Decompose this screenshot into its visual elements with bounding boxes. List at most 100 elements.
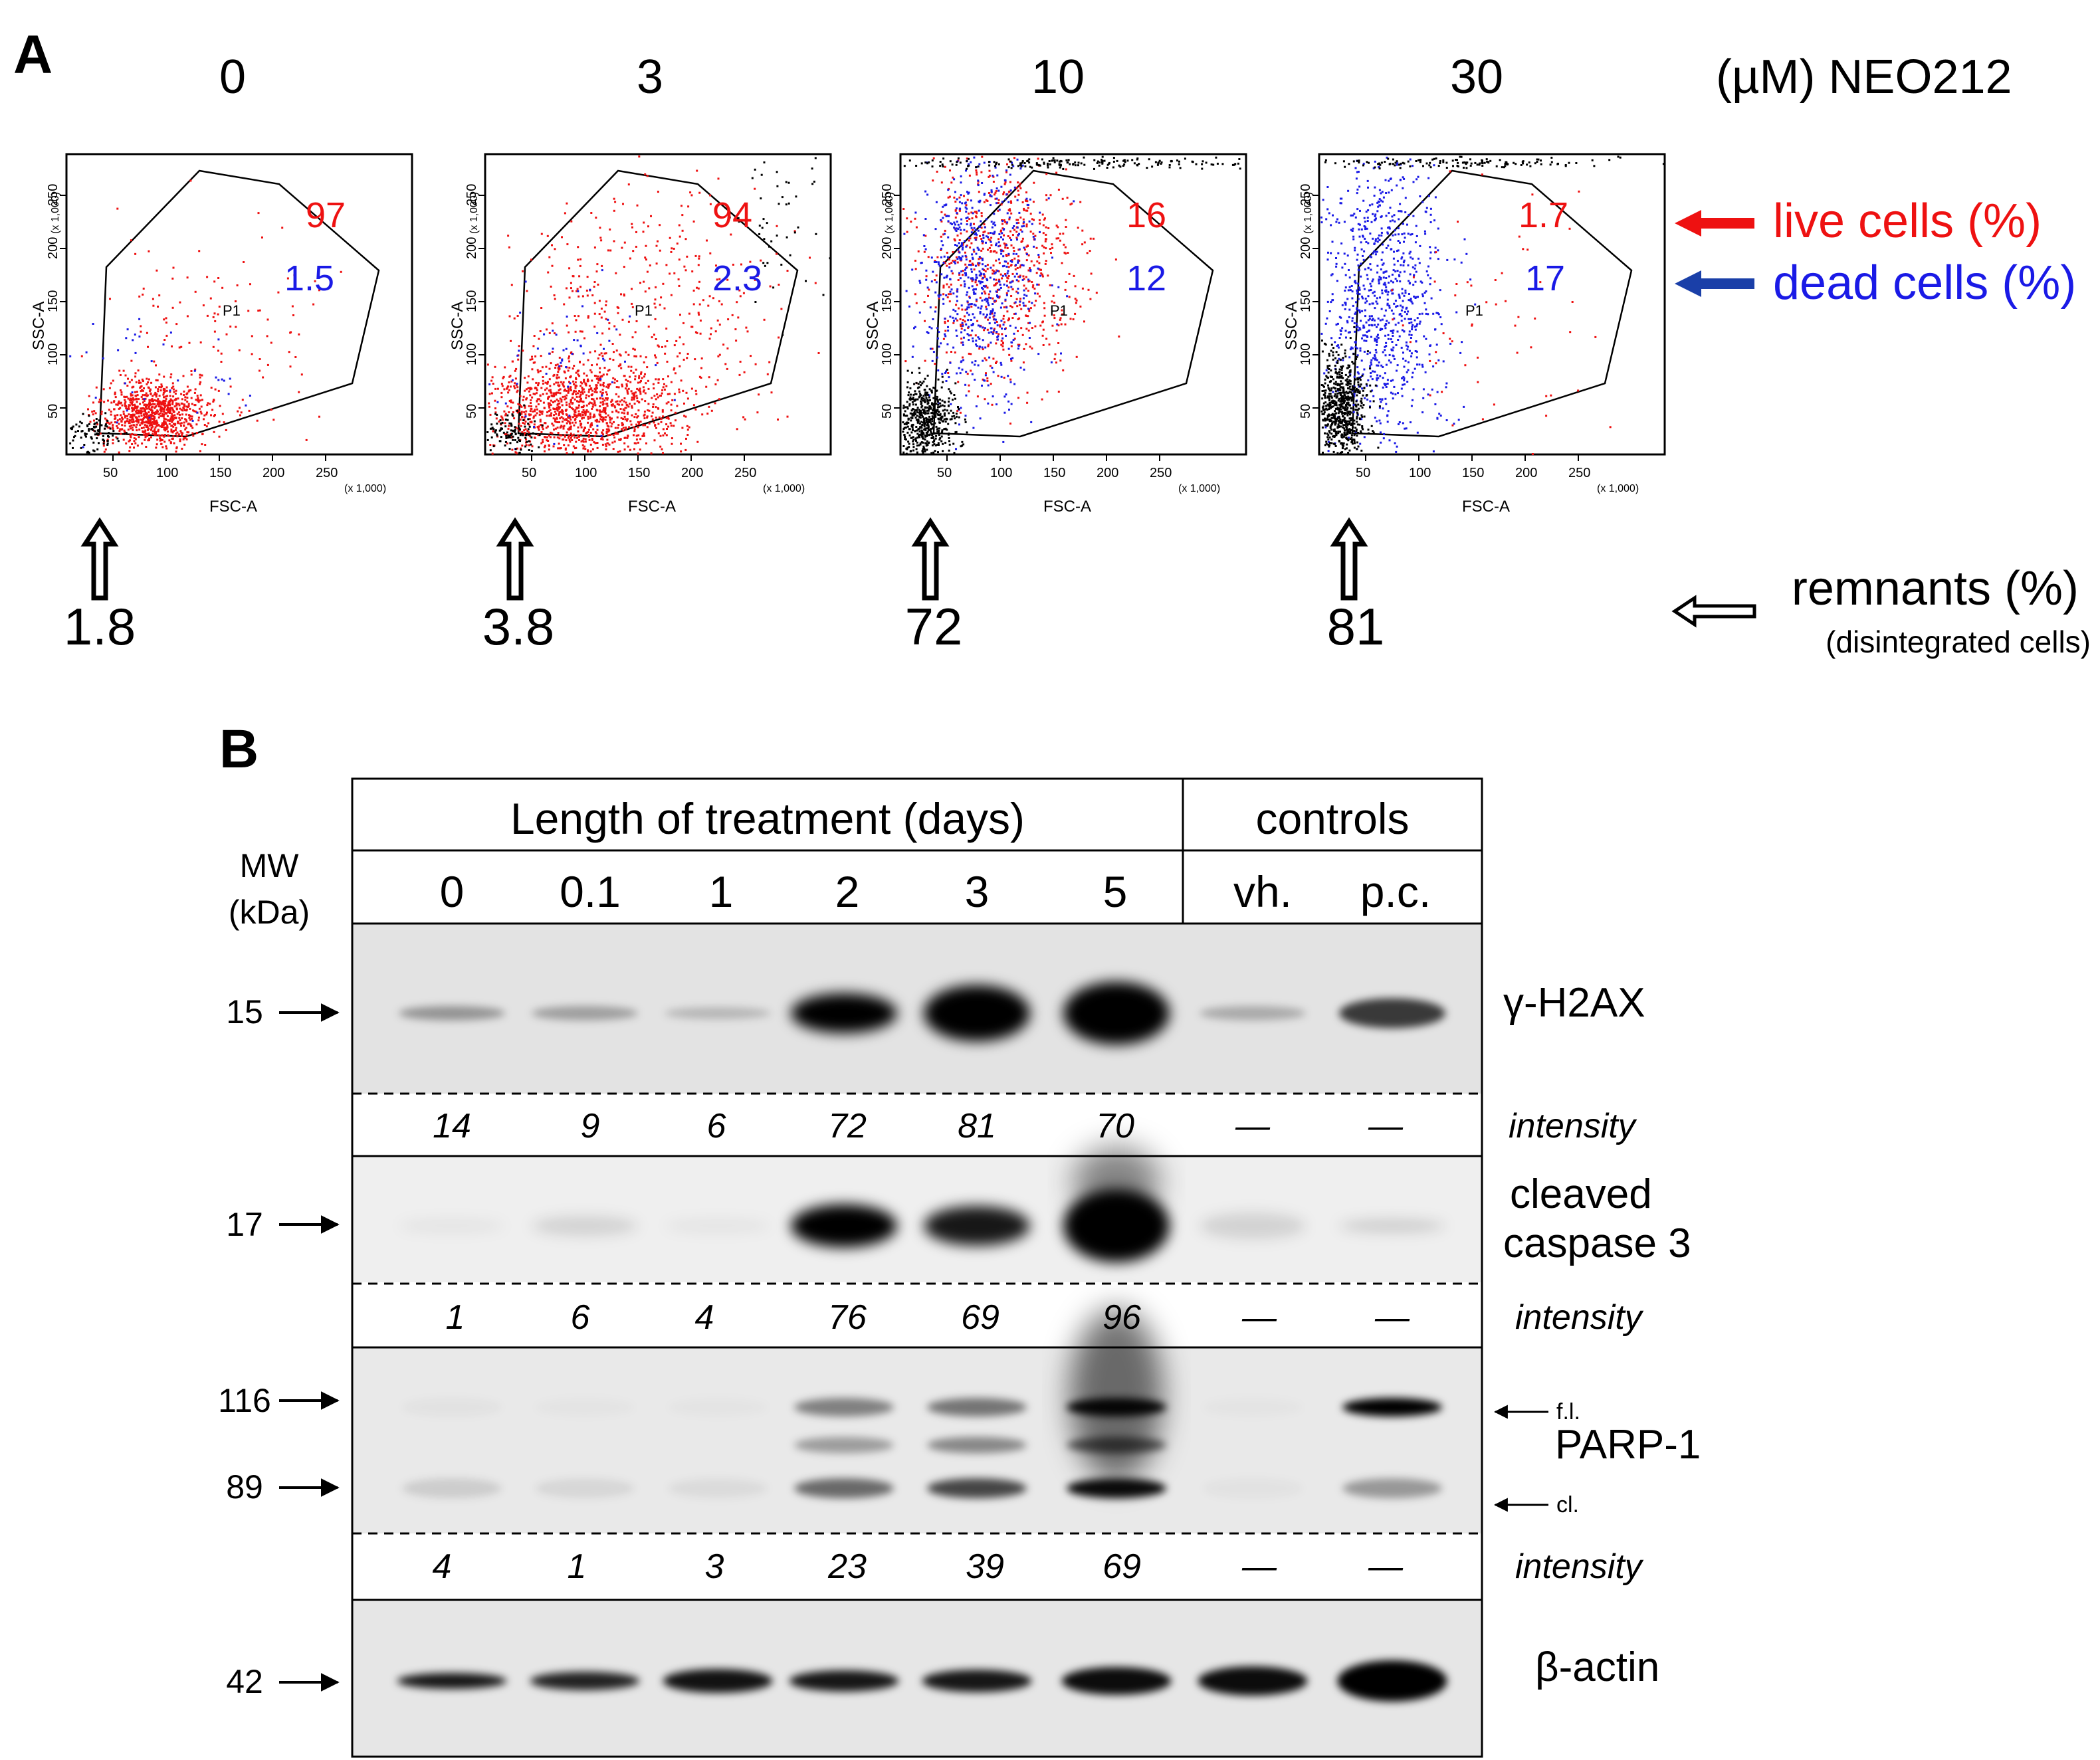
event-dot xyxy=(1123,163,1126,166)
event-dot xyxy=(131,386,134,389)
event-dot xyxy=(142,433,145,436)
event-dot xyxy=(1059,163,1062,166)
event-dot xyxy=(588,439,591,441)
event-dot xyxy=(147,417,150,420)
event-dot xyxy=(587,315,589,318)
event-dot xyxy=(562,427,565,430)
event-dot xyxy=(94,430,96,433)
event-dot xyxy=(978,201,981,203)
event-dot xyxy=(964,308,967,311)
event-dot xyxy=(513,417,516,420)
event-dot xyxy=(968,174,971,177)
event-dot xyxy=(904,360,907,363)
event-dot xyxy=(1049,163,1051,165)
event-dot xyxy=(817,352,820,354)
event-dot xyxy=(939,294,942,296)
event-dot xyxy=(1014,326,1017,329)
event-dot xyxy=(198,250,201,252)
event-dot xyxy=(619,408,622,410)
event-dot xyxy=(966,373,969,375)
event-dot xyxy=(102,444,105,447)
event-dot xyxy=(661,345,663,348)
event-dot xyxy=(522,399,524,401)
event-dot xyxy=(617,450,619,453)
event-dot xyxy=(137,369,140,372)
event-dot xyxy=(585,397,587,399)
event-dot xyxy=(96,421,98,424)
event-dot xyxy=(166,424,169,427)
event-dot xyxy=(1065,252,1067,255)
event-dot xyxy=(597,357,599,359)
event-dot xyxy=(912,429,914,431)
event-dot xyxy=(116,421,118,424)
event-dot xyxy=(498,420,500,423)
event-dot xyxy=(933,261,936,263)
event-dot xyxy=(950,262,953,264)
event-dot xyxy=(971,217,974,220)
event-dot xyxy=(88,428,90,431)
event-dot xyxy=(949,418,952,421)
event-dot xyxy=(944,409,946,411)
event-dot xyxy=(524,421,527,423)
event-dot xyxy=(193,369,196,372)
event-dot xyxy=(80,446,82,449)
event-dot xyxy=(239,407,241,409)
event-dot xyxy=(928,421,931,423)
event-dot xyxy=(128,399,131,401)
event-dot xyxy=(634,375,637,377)
event-dot xyxy=(217,313,219,316)
event-dot xyxy=(494,407,496,410)
event-dot xyxy=(985,241,987,244)
event-dot xyxy=(547,402,550,405)
event-dot xyxy=(564,435,566,438)
event-dot xyxy=(1170,160,1172,163)
event-dot xyxy=(195,423,198,426)
event-dot xyxy=(630,365,633,368)
event-dot xyxy=(936,397,938,400)
event-dot xyxy=(1000,320,1003,322)
event-dot xyxy=(627,435,629,438)
event-dot xyxy=(932,451,935,454)
event-dot xyxy=(551,432,554,435)
x-tick-label: 150 xyxy=(1462,466,1484,480)
event-dot xyxy=(577,430,579,433)
event-dot xyxy=(627,411,629,414)
event-dot xyxy=(547,381,549,383)
event-dot xyxy=(966,308,968,310)
event-dot xyxy=(768,245,770,248)
event-dot xyxy=(568,355,570,357)
event-dot xyxy=(134,442,137,444)
event-dot xyxy=(241,399,244,401)
event-dot xyxy=(987,345,990,347)
event-dot xyxy=(202,304,205,307)
event-dot xyxy=(251,335,253,338)
event-dot xyxy=(639,438,642,440)
event-dot xyxy=(983,290,986,293)
event-dot xyxy=(1006,284,1008,287)
event-dot xyxy=(1057,391,1060,393)
event-dot xyxy=(677,278,680,280)
event-dot xyxy=(692,404,695,407)
event-dot xyxy=(534,420,536,423)
event-dot xyxy=(146,435,149,437)
event-dot xyxy=(981,240,984,243)
event-dot xyxy=(524,377,526,379)
event-dot xyxy=(581,295,584,298)
event-dot xyxy=(158,401,160,404)
event-dot xyxy=(292,314,294,316)
event-dot xyxy=(984,285,987,288)
event-dot xyxy=(1064,288,1067,291)
event-dot xyxy=(1146,167,1148,169)
event-dot xyxy=(604,407,607,409)
event-dot xyxy=(996,161,998,164)
event-dot xyxy=(1003,306,1005,309)
event-dot xyxy=(942,262,945,264)
event-dot xyxy=(499,419,502,421)
event-dot xyxy=(117,349,120,351)
event-dot xyxy=(1033,304,1036,307)
event-dot xyxy=(948,258,950,261)
event-dot xyxy=(557,432,560,434)
event-dot xyxy=(617,365,620,367)
event-dot xyxy=(621,428,623,431)
event-dot xyxy=(1032,233,1035,235)
